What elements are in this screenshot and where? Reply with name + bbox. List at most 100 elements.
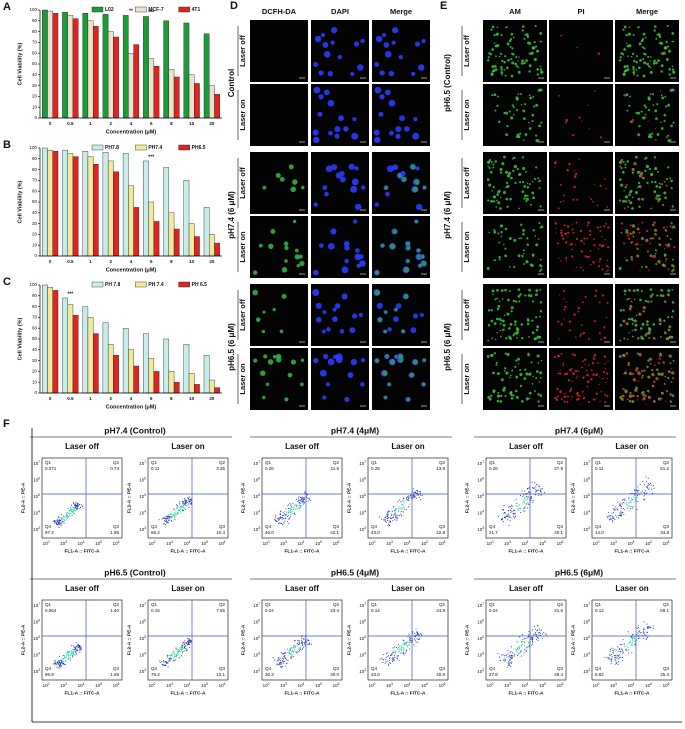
event-dot (65, 517, 67, 519)
event-dot (282, 514, 284, 516)
event-dot (302, 501, 305, 503)
tick-base: 10 (583, 511, 589, 516)
cell (598, 332, 601, 335)
event-dot (528, 631, 530, 633)
legend-label: PH 7.8 (105, 282, 121, 288)
cell (531, 180, 534, 183)
cell (575, 237, 579, 241)
event-dot (645, 476, 647, 478)
event-dot (172, 515, 174, 517)
cell (568, 320, 572, 323)
cell (526, 319, 530, 322)
cell (312, 129, 319, 136)
cell (619, 199, 622, 202)
tick-label: 104 (477, 509, 484, 515)
event-dot (165, 522, 167, 524)
event-dot (173, 657, 175, 659)
cell (344, 258, 349, 264)
cell (503, 314, 506, 317)
cell (633, 379, 637, 382)
cell (593, 244, 596, 247)
event-dot (166, 656, 168, 658)
event-dot (402, 652, 404, 654)
quadrant-value: 0.24 (265, 608, 274, 613)
event-dot (406, 641, 408, 643)
tick-exponent: 5 (100, 682, 102, 686)
event-dot (293, 649, 295, 651)
event-dot (177, 510, 179, 512)
tick-exponent: 5 (144, 493, 146, 497)
event-dot (389, 510, 391, 512)
event-dot (71, 509, 73, 511)
cell (517, 70, 521, 74)
cell (579, 229, 583, 233)
cell (562, 200, 565, 202)
event-dot (385, 516, 387, 518)
tick-base: 10 (583, 478, 589, 483)
cell (636, 370, 638, 373)
legend-swatch (135, 144, 147, 151)
tick-label: 105 (359, 635, 366, 641)
cell (582, 396, 586, 400)
cell (535, 134, 538, 137)
tick-base: 10 (253, 478, 259, 483)
cell (623, 354, 626, 358)
cell (583, 242, 585, 245)
event-dot (403, 502, 405, 504)
event-dot (65, 653, 67, 655)
cell (581, 390, 584, 393)
event-dot (176, 651, 178, 653)
event-dot (174, 651, 176, 653)
tick-base: 10 (43, 683, 49, 688)
cell (643, 47, 646, 50)
cell (560, 234, 564, 237)
tick-exponent: 4 (527, 540, 529, 544)
y-tick-label: 100 (29, 282, 37, 287)
tick-base: 10 (60, 541, 66, 546)
event-dot (158, 519, 160, 521)
event-dot (518, 653, 520, 655)
event-dot (513, 512, 515, 514)
event-dot (618, 648, 621, 651)
cell (623, 25, 627, 29)
cell (381, 32, 387, 38)
cell (572, 134, 575, 137)
event-dot (631, 643, 633, 645)
event-dot (545, 634, 547, 636)
cell (558, 94, 560, 97)
event-dot (302, 638, 305, 640)
cell (566, 400, 569, 404)
cell (599, 229, 602, 232)
column-header: AM (509, 7, 521, 16)
event-dot (187, 637, 189, 639)
tick-base: 10 (477, 494, 483, 499)
tick-exponent: 4 (189, 682, 191, 686)
y-axis-label: FL2-A :: PE-A (346, 624, 352, 655)
event-dot (75, 642, 77, 644)
event-dot (531, 643, 534, 645)
cell (598, 243, 601, 246)
cell (668, 73, 671, 76)
cell (487, 165, 489, 168)
event-dot (289, 503, 291, 505)
cell (601, 377, 604, 380)
cell (313, 62, 319, 67)
event-dot (293, 656, 295, 658)
event-dot (174, 659, 177, 661)
event-dot (400, 510, 403, 513)
cell (318, 70, 324, 76)
event-dot (303, 502, 305, 504)
event-dot (395, 517, 397, 519)
cell (638, 66, 641, 70)
event-dot (76, 649, 78, 651)
cell (524, 133, 528, 136)
tick-base: 10 (663, 683, 669, 688)
bar (133, 44, 140, 119)
cell (514, 365, 517, 368)
event-dot (396, 658, 399, 660)
cell (629, 308, 632, 311)
event-dot (517, 508, 519, 510)
event-dot (393, 655, 395, 657)
event-dot (73, 508, 75, 510)
event-dot (652, 625, 654, 627)
